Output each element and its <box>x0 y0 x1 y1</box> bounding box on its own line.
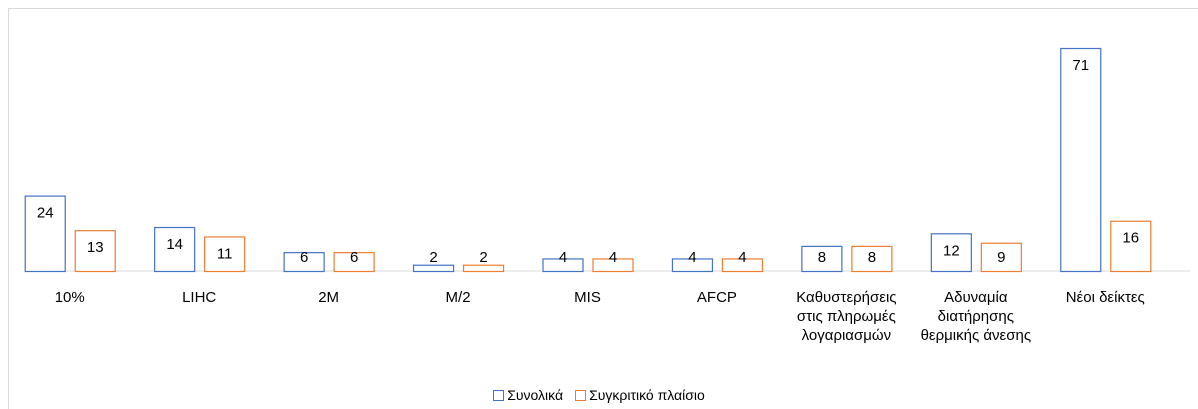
data-label: 8 <box>818 249 826 266</box>
bar <box>412 264 455 273</box>
bar <box>542 258 584 273</box>
legend-item: Συγκριτικό πλαίσιο <box>575 387 705 403</box>
x-tick-label: AFCP <box>696 289 737 306</box>
bar <box>930 233 972 273</box>
bar <box>1110 220 1152 273</box>
data-label: 13 <box>87 239 104 256</box>
data-label: 4 <box>559 249 567 266</box>
data-label: 16 <box>1122 230 1139 247</box>
data-label: 4 <box>688 249 696 266</box>
data-label: 71 <box>1072 57 1089 74</box>
bar <box>333 252 375 273</box>
chart-border <box>8 8 1198 409</box>
data-label: 11 <box>217 245 233 262</box>
data-label: 9 <box>997 249 1005 266</box>
bar <box>204 236 246 273</box>
data-label: 2 <box>429 249 437 266</box>
bar <box>851 245 893 273</box>
x-tick-label: LIHC <box>182 289 217 306</box>
data-label: 2 <box>479 249 487 266</box>
bar <box>801 245 843 273</box>
x-tick-label: MIS <box>574 289 601 306</box>
bar <box>462 264 505 273</box>
legend-swatch <box>575 390 587 401</box>
data-label: 4 <box>738 249 746 266</box>
bar <box>74 230 116 273</box>
data-label: 8 <box>868 249 876 266</box>
x-tick-label: 2M <box>318 289 340 306</box>
bar <box>154 226 196 273</box>
bar <box>671 258 714 273</box>
legend-item: Συνολικά <box>493 387 563 403</box>
data-label: 6 <box>300 249 308 266</box>
bar <box>592 258 634 273</box>
data-label: 12 <box>943 242 960 259</box>
x-tick-label: Νέοι δείκτες <box>1065 289 1145 306</box>
x-tick-label: Καθυστερήσεις στις πληρωμές λογαριασμών <box>796 289 897 344</box>
data-label: 4 <box>609 249 617 266</box>
data-label: 24 <box>37 205 54 222</box>
data-label: 14 <box>166 236 183 253</box>
bar <box>24 195 66 273</box>
legend-swatch <box>493 390 505 401</box>
bar <box>1060 47 1102 273</box>
x-tick-label: M/2 <box>445 289 471 306</box>
data-label: 6 <box>350 249 358 266</box>
legend: Συνολικά Συγκριτικό πλαίσιο <box>0 387 1198 403</box>
legend-label: Συνολικά <box>507 387 564 403</box>
legend-label: Συγκριτικό πλαίσιο <box>589 387 705 403</box>
bar <box>980 242 1022 273</box>
bar <box>721 258 764 273</box>
bar <box>283 252 325 273</box>
x-tick-label: 10% <box>54 289 85 306</box>
x-tick-label: Αδυναμία διατήρησης θερμικής άνεσης <box>920 289 1032 344</box>
